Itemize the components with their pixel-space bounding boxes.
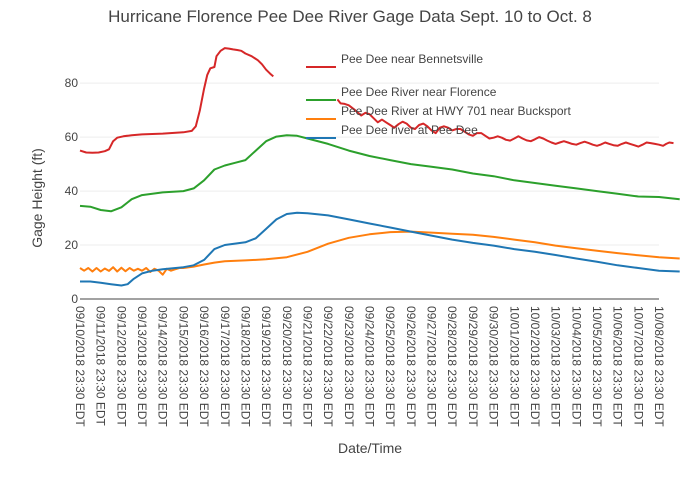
x-tick-label: 09/23/2018 23:30 EDT: [342, 306, 356, 427]
x-tick-label: 09/21/2018 23:30 EDT: [300, 306, 314, 427]
x-tick-label: 09/24/2018 23:30 EDT: [363, 306, 377, 427]
x-tick-label: 09/30/2018 23:30 EDT: [487, 306, 501, 427]
x-tick-label: 09/28/2018 23:30 EDT: [445, 306, 459, 427]
x-tick-label: 10/06/2018 23:30 EDT: [611, 306, 625, 427]
x-tick-label: 10/07/2018 23:30 EDT: [631, 306, 645, 427]
legend-label: Pee Dee River near Florence: [341, 85, 497, 99]
x-tick-label: 10/04/2018 23:30 EDT: [569, 306, 583, 427]
x-tick-label: 09/19/2018 23:30 EDT: [259, 306, 273, 427]
chart-title: Hurricane Florence Pee Dee River Gage Da…: [108, 7, 592, 26]
x-tick-label: 09/15/2018 23:30 EDT: [176, 306, 190, 427]
legend-label: Pee Dee river at Pee Dee: [341, 123, 478, 137]
x-tick-label: 09/16/2018 23:30 EDT: [197, 306, 211, 427]
x-tick-label: 09/17/2018 23:30 EDT: [218, 306, 232, 427]
series-line-4: [80, 211, 680, 287]
x-tick-label: 09/29/2018 23:30 EDT: [466, 306, 480, 427]
x-tick-label: 10/02/2018 23:30 EDT: [528, 306, 542, 427]
x-axis-title: Date/Time: [338, 440, 402, 456]
x-tick-label: 09/25/2018 23:30 EDT: [383, 306, 397, 427]
x-tick-label: 09/26/2018 23:30 EDT: [404, 306, 418, 427]
series-line-3: [79, 230, 680, 276]
x-tick-label: 10/01/2018 23:30 EDT: [507, 306, 521, 427]
legend[interactable]: Pee Dee near Bennetsville Pee Dee River n…: [306, 52, 572, 139]
x-tick-label: 09/10/2018 23:30 EDT: [73, 306, 87, 427]
x-tick-label: 09/11/2018 23:30 EDT: [94, 306, 108, 427]
x-tick-label: 10/03/2018 23:30 EDT: [549, 306, 563, 427]
series-line-1: [336, 98, 674, 148]
y-tick-label: 40: [65, 184, 79, 198]
legend-label: Pee Dee River at HWY 701 near Bucksport: [341, 104, 572, 118]
x-tick-label: 09/27/2018 23:30 EDT: [425, 306, 439, 427]
legend-item[interactable]: Pee Dee River at HWY 701 near Bucksport: [306, 104, 572, 120]
legend-item[interactable]: Pee Dee near Bennetsville: [306, 52, 483, 68]
x-tick-label: 09/13/2018 23:30 EDT: [135, 306, 149, 427]
x-tick-label: 09/22/2018 23:30 EDT: [321, 306, 335, 427]
x-tick-labels: 09/10/2018 23:30 EDT 09/11/2018 23:30 EDT…: [73, 306, 666, 427]
y-tick-label: 60: [65, 130, 79, 144]
legend-label: Pee Dee near Bennetsville: [341, 52, 483, 66]
x-tick-label: 09/14/2018 23:30 EDT: [156, 306, 170, 427]
series-line-2: [79, 134, 680, 213]
x-tick-label: 10/08/2018 23:30 EDT: [652, 306, 666, 427]
y-tick-label: 0: [71, 292, 78, 306]
series-lines: [79, 47, 680, 287]
x-tick-label: 09/18/2018 23:30 EDT: [238, 306, 252, 427]
y-axis-title: Gage Height (ft): [29, 148, 45, 248]
x-tick-label: 09/20/2018 23:30 EDT: [280, 306, 294, 427]
legend-item[interactable]: Pee Dee River near Florence: [306, 85, 497, 101]
x-tick-label: 10/05/2018 23:30 EDT: [590, 306, 604, 427]
y-tick-labels: 0 20 40 60 80: [65, 76, 79, 306]
series-line-1: [79, 47, 274, 154]
legend-item[interactable]: Pee Dee river at Pee Dee: [306, 123, 478, 139]
y-tick-label: 20: [65, 238, 79, 252]
x-tick-label: 09/12/2018 23:30 EDT: [114, 306, 128, 427]
y-tick-label: 80: [65, 76, 79, 90]
